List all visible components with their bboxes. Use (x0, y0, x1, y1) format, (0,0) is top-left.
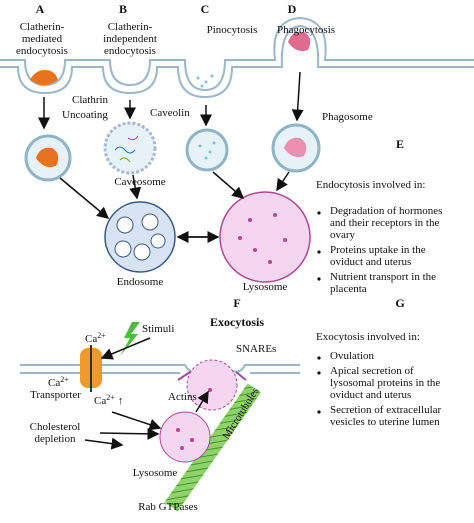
bullet-text: oviduct and uterus (330, 256, 411, 268)
bullet-text: placenta (330, 283, 367, 295)
panel-title: Exocytosis (210, 315, 264, 329)
panel-title: Pinocytosis (207, 24, 258, 36)
vesicles-top (24, 121, 321, 283)
panel-label: E (396, 137, 404, 151)
bullet-text: and their receptors in the (330, 217, 439, 229)
label: Lysosome (133, 467, 178, 479)
panel-label: C (201, 2, 210, 16)
bullet-text: oviduct and uterus (330, 389, 411, 401)
label: Clathrin (72, 94, 109, 106)
label: Cholesterol (30, 421, 81, 433)
panel-title: mediated (22, 33, 63, 45)
label: Transporter (30, 389, 81, 401)
label: depletion (35, 433, 76, 445)
label: Actins (168, 391, 197, 403)
label: Caveolin (150, 107, 190, 119)
label: Uncoating (62, 109, 108, 121)
bullet-dot (317, 211, 321, 215)
bullet-text: Proteins uptake in the (330, 244, 426, 256)
bullet-text: ovary (330, 229, 356, 241)
label: Ca (48, 377, 60, 389)
bullet-dot (317, 371, 321, 375)
label: SNAREs (236, 343, 276, 355)
label: ↑ (118, 395, 124, 407)
panel-label: F (233, 296, 240, 310)
heading: Exocytosis involved in: (316, 331, 420, 343)
bullet-dot (317, 356, 321, 360)
label: 2+ (60, 375, 69, 384)
arrows-top (38, 71, 304, 243)
label: Endosome (117, 276, 164, 288)
label: 2+ (106, 393, 115, 402)
bullet-dot (317, 277, 321, 281)
bullet-text: Secretion of extracellular (330, 404, 442, 416)
bullet-text: Ovulation (330, 350, 374, 362)
bullet-text: lysosomal proteins in the (330, 377, 440, 389)
panel-title: endocytosis (104, 45, 156, 57)
bottom-membrane (20, 322, 300, 512)
panel-label: B (119, 2, 127, 16)
bullet-dot (317, 410, 321, 414)
bullet-text: Degradation of hormones (330, 205, 442, 217)
labels: A Clatherin- mediated endocytosis Clathr… (16, 2, 442, 513)
label: Phagosome (322, 111, 373, 123)
label: Ca2+ (85, 331, 106, 345)
panel-title: Phagocytosis (277, 24, 335, 36)
panel-title: independent (103, 33, 157, 45)
panel-label: D (288, 2, 297, 16)
panel-title: Clatherin- (20, 21, 65, 33)
top-membrane (0, 16, 474, 99)
label: Ca2+ ↑ (94, 393, 123, 407)
bullet-dot (317, 250, 321, 254)
panel-label: G (395, 296, 404, 310)
label: Rab GTPases (138, 501, 198, 513)
panel-title: endocytosis (16, 45, 68, 57)
bullet-text: Apical secretion of (330, 365, 414, 377)
heading: Endocytosis involved in: (316, 179, 425, 191)
bullet-text: vesicles to uterine lumen (330, 416, 440, 428)
label: Stimuli (142, 323, 174, 335)
label: Ca (85, 333, 97, 345)
label: 2+ (97, 331, 106, 340)
panel-title: Clatherin- (108, 21, 153, 33)
label: Caveosome (114, 176, 165, 188)
label: Ca2+ (48, 375, 69, 389)
label: Lysosome (243, 281, 288, 293)
label: Ca (94, 395, 106, 407)
bullet-text: Nutrient transport in the (330, 271, 436, 283)
panel-label: A (36, 2, 45, 16)
